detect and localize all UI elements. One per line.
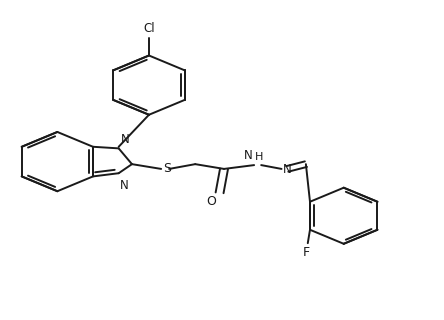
Text: N: N (244, 149, 253, 162)
Text: O: O (206, 196, 216, 208)
Text: N: N (120, 179, 129, 192)
Text: Cl: Cl (143, 22, 155, 35)
Text: F: F (303, 246, 310, 259)
Text: N: N (120, 133, 129, 146)
Text: N: N (283, 163, 292, 176)
Text: S: S (163, 163, 171, 175)
Text: H: H (254, 152, 263, 162)
